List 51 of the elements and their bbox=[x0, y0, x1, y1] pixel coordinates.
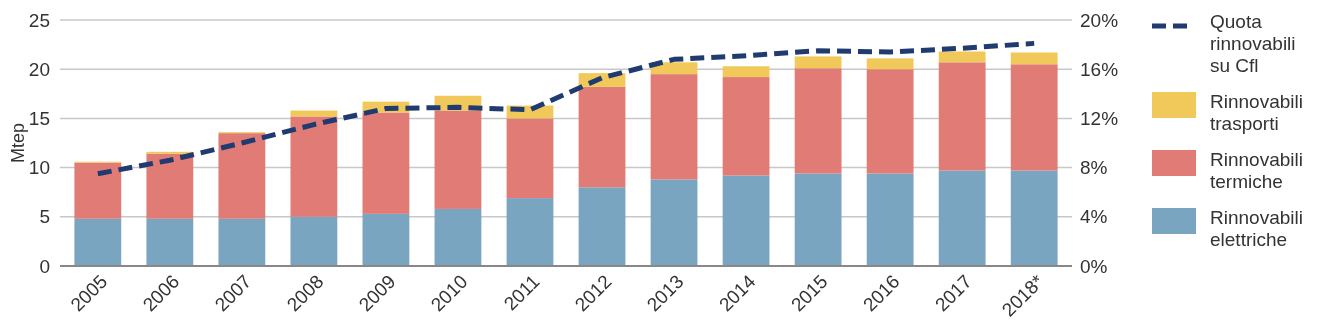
bar bbox=[1010, 52, 1058, 65]
bar bbox=[578, 187, 626, 266]
bar bbox=[1010, 64, 1058, 171]
bar bbox=[434, 110, 482, 209]
bar bbox=[650, 74, 698, 180]
bar bbox=[866, 58, 914, 70]
bar bbox=[578, 86, 626, 188]
legend-label: Rinnovabili termiche bbox=[1210, 149, 1303, 192]
bar bbox=[650, 179, 698, 266]
y-tick-label: 5 bbox=[39, 206, 50, 228]
bar bbox=[362, 213, 410, 266]
y-tick-label: 10 bbox=[28, 157, 50, 179]
y2-tick-label: 12% bbox=[1080, 108, 1119, 130]
bar bbox=[866, 173, 914, 266]
y-tick-label: 0 bbox=[39, 255, 50, 277]
bar bbox=[722, 77, 770, 176]
bar bbox=[650, 62, 698, 75]
bar bbox=[506, 198, 554, 266]
y2-tick-label: 0% bbox=[1080, 255, 1108, 277]
bar bbox=[74, 162, 122, 219]
legend-label: Rinnovabili trasporti bbox=[1210, 91, 1303, 134]
y2-tick-label: 8% bbox=[1080, 157, 1108, 179]
y-tick-label: 15 bbox=[28, 108, 50, 130]
y-axis-title: Mtep bbox=[8, 122, 28, 164]
y2-tick-label: 16% bbox=[1080, 58, 1119, 80]
bar bbox=[794, 56, 842, 69]
y2-tick-label: 4% bbox=[1080, 206, 1108, 228]
bar bbox=[866, 69, 914, 174]
bar bbox=[146, 153, 194, 219]
bar bbox=[938, 51, 986, 63]
bar bbox=[794, 173, 842, 266]
bar bbox=[290, 216, 338, 266]
bar bbox=[1010, 170, 1058, 266]
bar bbox=[290, 116, 338, 217]
bar bbox=[434, 208, 482, 266]
bar bbox=[794, 68, 842, 174]
bar bbox=[722, 175, 770, 266]
bar bbox=[506, 118, 554, 199]
y-tick-label: 20 bbox=[28, 58, 50, 80]
bar bbox=[74, 218, 122, 266]
bar bbox=[362, 112, 410, 214]
legend-label: Rinnovabili elettriche bbox=[1210, 207, 1303, 250]
bar bbox=[938, 62, 986, 171]
y-tick-label: 25 bbox=[28, 9, 50, 31]
bar bbox=[218, 218, 266, 266]
legend-label: Quota rinnovabili su Cfl bbox=[1210, 11, 1296, 76]
bar bbox=[218, 133, 266, 219]
bar bbox=[722, 66, 770, 78]
bar bbox=[146, 218, 194, 266]
bar bbox=[938, 170, 986, 266]
y2-tick-label: 20% bbox=[1080, 9, 1119, 31]
